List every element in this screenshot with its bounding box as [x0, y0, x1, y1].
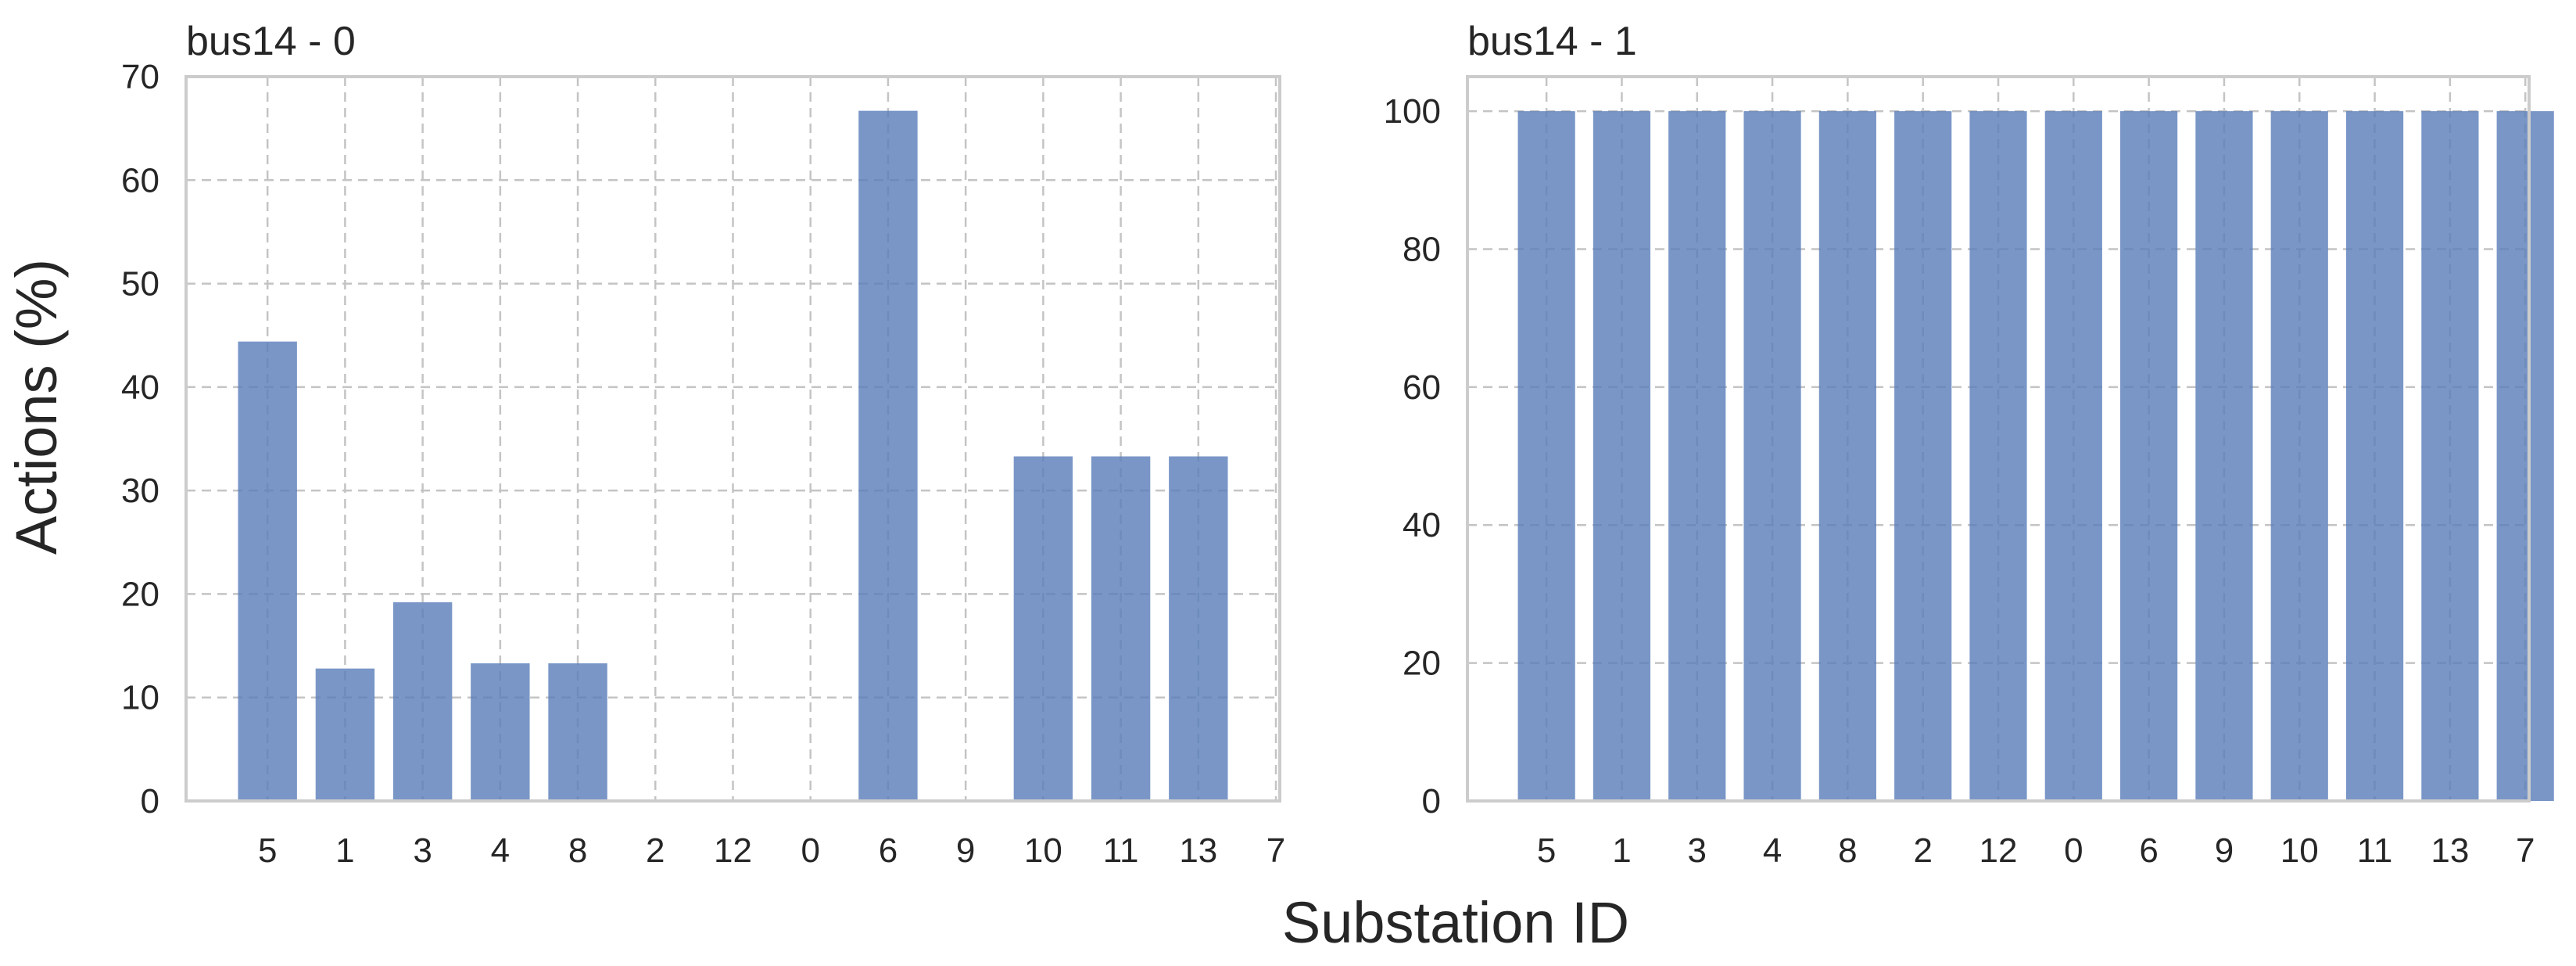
bar-substation-8 — [548, 663, 607, 801]
x-tick-label: 4 — [1763, 831, 1782, 870]
y-tick-label: 20 — [1403, 645, 1441, 683]
bar-substation-5 — [238, 341, 297, 801]
bar-substation-2 — [1894, 111, 1952, 802]
y-tick-label: 100 — [1384, 92, 1441, 131]
y-tick-label: 40 — [121, 368, 159, 407]
y-tick-label: 0 — [141, 782, 159, 821]
x-tick-label: 9 — [956, 831, 975, 870]
y-tick-label: 0 — [1422, 782, 1441, 821]
plot-frame — [1466, 75, 2531, 803]
x-tick-label: 11 — [2357, 831, 2393, 870]
x-tick-label: 11 — [1103, 831, 1139, 870]
x-tick-label: 8 — [1838, 831, 1857, 870]
bar-substation-1 — [315, 668, 375, 801]
plot-frame — [185, 75, 1281, 803]
bar-substation-5 — [1517, 111, 1575, 802]
x-tick-label: 3 — [413, 831, 432, 870]
bar-substation-6 — [2120, 111, 2178, 802]
y-tick-label: 20 — [121, 575, 159, 613]
x-tick-label: 13 — [1179, 831, 1217, 870]
bar-substation-11 — [2345, 111, 2404, 802]
x-axis-label: Substation ID — [1282, 890, 1629, 955]
x-tick-label: 6 — [879, 831, 897, 870]
bar-substation-3 — [1668, 111, 1726, 802]
bar-substation-7 — [2496, 111, 2554, 802]
bar-substation-3 — [392, 602, 453, 801]
bar-substation-1 — [1593, 111, 1651, 802]
bar-substation-4 — [471, 663, 530, 801]
x-tick-label: 5 — [1537, 831, 1556, 870]
x-tick-label: 13 — [2431, 831, 2469, 870]
x-tick-label: 4 — [491, 831, 510, 870]
y-tick-label: 50 — [121, 265, 159, 303]
y-tick-label: 60 — [1403, 368, 1441, 407]
x-tick-label: 6 — [2139, 831, 2158, 870]
bar-substation-4 — [1743, 111, 1801, 802]
x-tick-label: 7 — [1267, 831, 1285, 870]
x-tick-label: 2 — [1913, 831, 1932, 870]
x-tick-label: 10 — [1024, 831, 1062, 870]
y-tick-label: 80 — [1403, 230, 1441, 268]
bar-substation-12 — [1969, 111, 2027, 802]
x-tick-label: 12 — [714, 831, 752, 870]
subplot-title-bus14-1: bus14 - 1 — [1467, 19, 1637, 64]
x-tick-label: 1 — [335, 831, 354, 870]
x-tick-label: 0 — [2064, 831, 2083, 870]
bar-substation-10 — [1013, 456, 1073, 801]
x-tick-label: 5 — [258, 831, 277, 870]
x-tick-label: 3 — [1688, 831, 1707, 870]
x-tick-label: 9 — [2215, 831, 2234, 870]
x-tick-label: 7 — [2516, 831, 2535, 870]
x-tick-label: 0 — [801, 831, 819, 870]
bar-substation-13 — [1169, 456, 1228, 801]
bar-substation-6 — [858, 110, 918, 801]
bar-substation-0 — [2044, 111, 2102, 802]
x-tick-label: 1 — [1612, 831, 1631, 870]
y-tick-label: 70 — [121, 58, 159, 96]
subplot-title-bus14-0: bus14 - 0 — [186, 19, 356, 64]
y-tick-label: 60 — [121, 161, 159, 199]
x-tick-label: 10 — [2280, 831, 2319, 870]
bar-substation-11 — [1091, 456, 1151, 801]
y-tick-label: 10 — [121, 679, 159, 717]
x-tick-label: 12 — [1979, 831, 2018, 870]
y-tick-label: 40 — [1403, 506, 1441, 544]
x-tick-label: 8 — [568, 831, 587, 870]
bar-substation-13 — [2421, 111, 2479, 802]
y-axis-label: Actions (%) — [4, 259, 69, 555]
bar-substation-8 — [1818, 111, 1876, 802]
x-tick-label: 2 — [646, 831, 665, 870]
y-tick-label: 30 — [121, 472, 159, 510]
bar-substation-10 — [2270, 111, 2328, 802]
bar-substation-9 — [2195, 111, 2253, 802]
